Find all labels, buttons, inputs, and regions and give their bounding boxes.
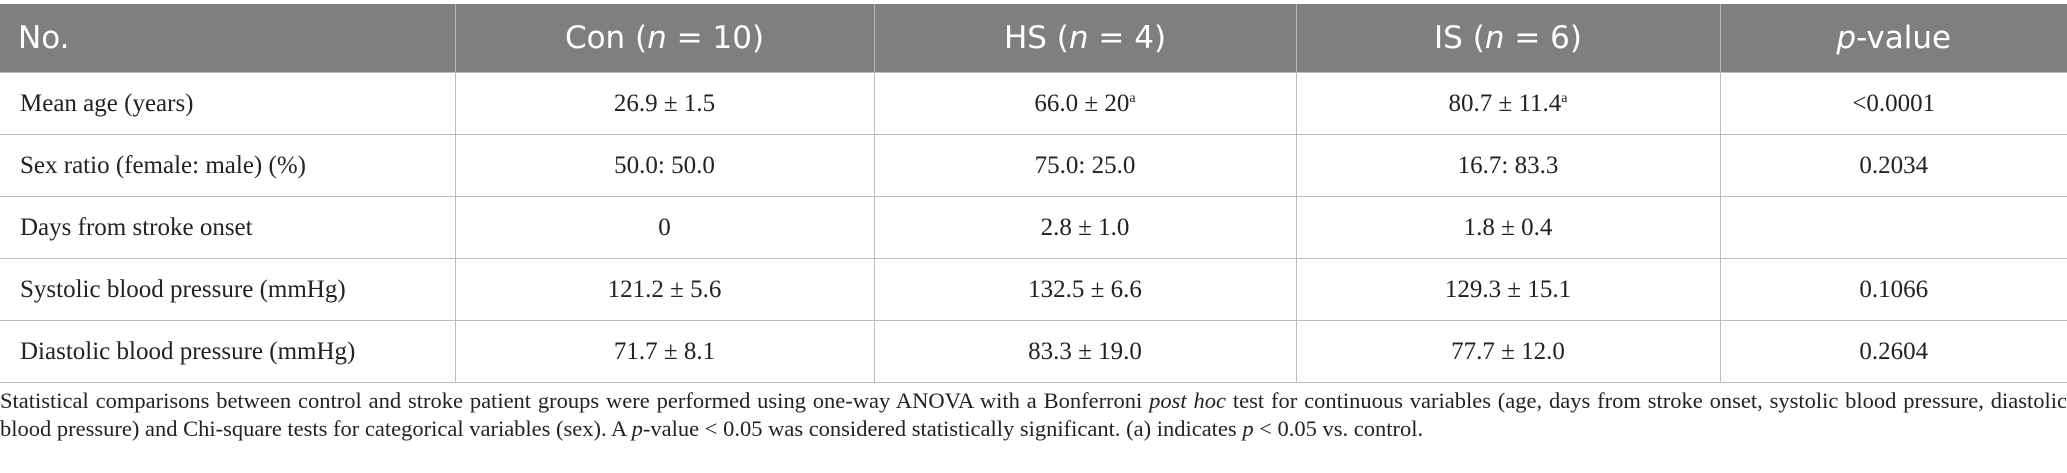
cell-text: Systolic blood pressure (mmHg) xyxy=(20,275,346,303)
table-row: Diastolic blood pressure (mmHg) 71.7 ± 8.… xyxy=(0,320,2067,383)
table-cell: 83.3 ± 19.0 xyxy=(873,320,1297,383)
text-segment: = 4) xyxy=(1088,20,1167,56)
text-segment: No. xyxy=(18,20,70,56)
table-cell: 80.7 ± 11.4a xyxy=(1295,72,1721,135)
text-segment: = 6) xyxy=(1504,20,1582,56)
cell-text: 80.7 ± 11.4 xyxy=(1448,89,1562,117)
table-cell: 66.0 ± 20a xyxy=(873,72,1297,135)
table-cell: 26.9 ± 1.5 xyxy=(454,72,875,135)
table-cell: 77.7 ± 12.0 xyxy=(1295,320,1721,383)
cell-text: <0.0001 xyxy=(1852,89,1936,117)
header-cell: Con (n = 10) xyxy=(454,4,874,73)
cell-text: Mean age (years) xyxy=(20,89,194,117)
table-cell: Days from stroke onset xyxy=(0,196,456,259)
text-segment: Con ( xyxy=(564,20,648,56)
header-cell: IS (n = 6) xyxy=(1295,4,1720,73)
cell-text: 71.7 ± 8.1 xyxy=(613,337,716,365)
text-segment: n xyxy=(647,20,667,56)
table-cell: Mean age (years) xyxy=(0,72,456,135)
table-row: Sex ratio (female: male) (%) 50.0: 50.0 75… xyxy=(0,134,2067,197)
text-segment: post hoc xyxy=(1149,388,1227,413)
data-table: No. Con (n = 10) HS (n = 4) IS (n = 6) p-val… xyxy=(0,4,2067,383)
table-cell: 132.5 ± 6.6 xyxy=(873,258,1297,321)
text-segment: n xyxy=(1484,20,1505,56)
text-segment: = 10) xyxy=(666,20,765,56)
text-segment: test for continuous variables (age, days… xyxy=(0,388,2067,441)
cell-text: 66.0 ± 20 xyxy=(1034,89,1130,117)
table-cell: 2.8 ± 1.0 xyxy=(873,196,1297,259)
table-cell: 75.0: 25.0 xyxy=(873,134,1297,197)
superscript: a xyxy=(1129,90,1136,106)
text-segment: p xyxy=(1836,20,1857,56)
table-cell: 71.7 ± 8.1 xyxy=(454,320,875,383)
cell-text: 0.2034 xyxy=(1859,151,1929,179)
text-segment: n xyxy=(1068,20,1089,56)
table-row: Mean age (years) 26.9 ± 1.5 66.0 ± 20a 80.7… xyxy=(0,72,2067,135)
cell-text: Diastolic blood pressure (mmHg) xyxy=(20,337,356,365)
footnote: Statistical comparisons between control … xyxy=(0,387,2067,443)
cell-text: 1.8 ± 0.4 xyxy=(1463,213,1553,241)
cell-text: 75.0: 25.0 xyxy=(1034,151,1136,179)
text-segment: p xyxy=(631,416,643,441)
cell-text: 121.2 ± 5.6 xyxy=(607,275,722,303)
cell-text: 2.8 ± 1.0 xyxy=(1040,213,1130,241)
table-cell: 50.0: 50.0 xyxy=(454,134,875,197)
table-cell: 121.2 ± 5.6 xyxy=(454,258,875,321)
table-cell: 0.2604 xyxy=(1719,320,2067,383)
table-cell: 16.7: 83.3 xyxy=(1295,134,1721,197)
superscript: a xyxy=(1561,90,1568,106)
cell-text: 132.5 ± 6.6 xyxy=(1028,275,1142,303)
text-segment: IS ( xyxy=(1434,20,1485,56)
cell-text: 0.1066 xyxy=(1859,275,1929,303)
table-cell: Diastolic blood pressure (mmHg) xyxy=(0,320,456,383)
text-segment: < 0.05 vs. control. xyxy=(1253,416,1424,441)
table-row: Days from stroke onset 0 2.8 ± 1.0 1.8 ± 0.… xyxy=(0,196,2067,259)
table-row: Systolic blood pressure (mmHg) 121.2 ± 5.… xyxy=(0,258,2067,321)
header-cell: No. xyxy=(0,4,455,73)
text-segment: -value < 0.05 was considered statistical… xyxy=(642,416,1243,441)
table-cell: Sex ratio (female: male) (%) xyxy=(0,134,456,197)
header-cell: p-value xyxy=(1719,4,2067,73)
cell-text: 50.0: 50.0 xyxy=(614,151,715,179)
text-segment: p xyxy=(1242,416,1254,441)
table-cell: 0 xyxy=(454,196,875,259)
cell-text: Days from stroke onset xyxy=(20,213,253,241)
header-row: No. Con (n = 10) HS (n = 4) IS (n = 6) p-val… xyxy=(0,4,2067,73)
table-cell: <0.0001 xyxy=(1719,72,2067,135)
cell-text: 129.3 ± 15.1 xyxy=(1444,275,1572,303)
cell-text: Sex ratio (female: male) (%) xyxy=(20,151,306,179)
table-cell xyxy=(1719,196,2067,259)
table-body: Mean age (years) 26.9 ± 1.5 66.0 ± 20a 80.7… xyxy=(0,72,2067,383)
table-cell: Systolic blood pressure (mmHg) xyxy=(0,258,456,321)
cell-text: 0 xyxy=(658,213,671,241)
cell-text: 16.7: 83.3 xyxy=(1457,151,1559,179)
table-cell: 0.1066 xyxy=(1719,258,2067,321)
page: No. Con (n = 10) HS (n = 4) IS (n = 6) p-val… xyxy=(0,4,2067,473)
cell-text: 83.3 ± 19.0 xyxy=(1028,337,1142,365)
header-cell: HS (n = 4) xyxy=(873,4,1296,73)
cell-text: 77.7 ± 12.0 xyxy=(1451,337,1565,365)
table-cell: 129.3 ± 15.1 xyxy=(1295,258,1721,321)
table-cell: 1.8 ± 0.4 xyxy=(1295,196,1721,259)
cell-text: 0.2604 xyxy=(1859,337,1929,365)
text-segment: -value xyxy=(1856,20,1952,56)
text-segment: Statistical comparisons between control … xyxy=(0,388,1150,413)
table-cell: 0.2034 xyxy=(1719,134,2067,197)
text-segment: HS ( xyxy=(1003,20,1069,56)
cell-text: 26.9 ± 1.5 xyxy=(613,89,716,117)
